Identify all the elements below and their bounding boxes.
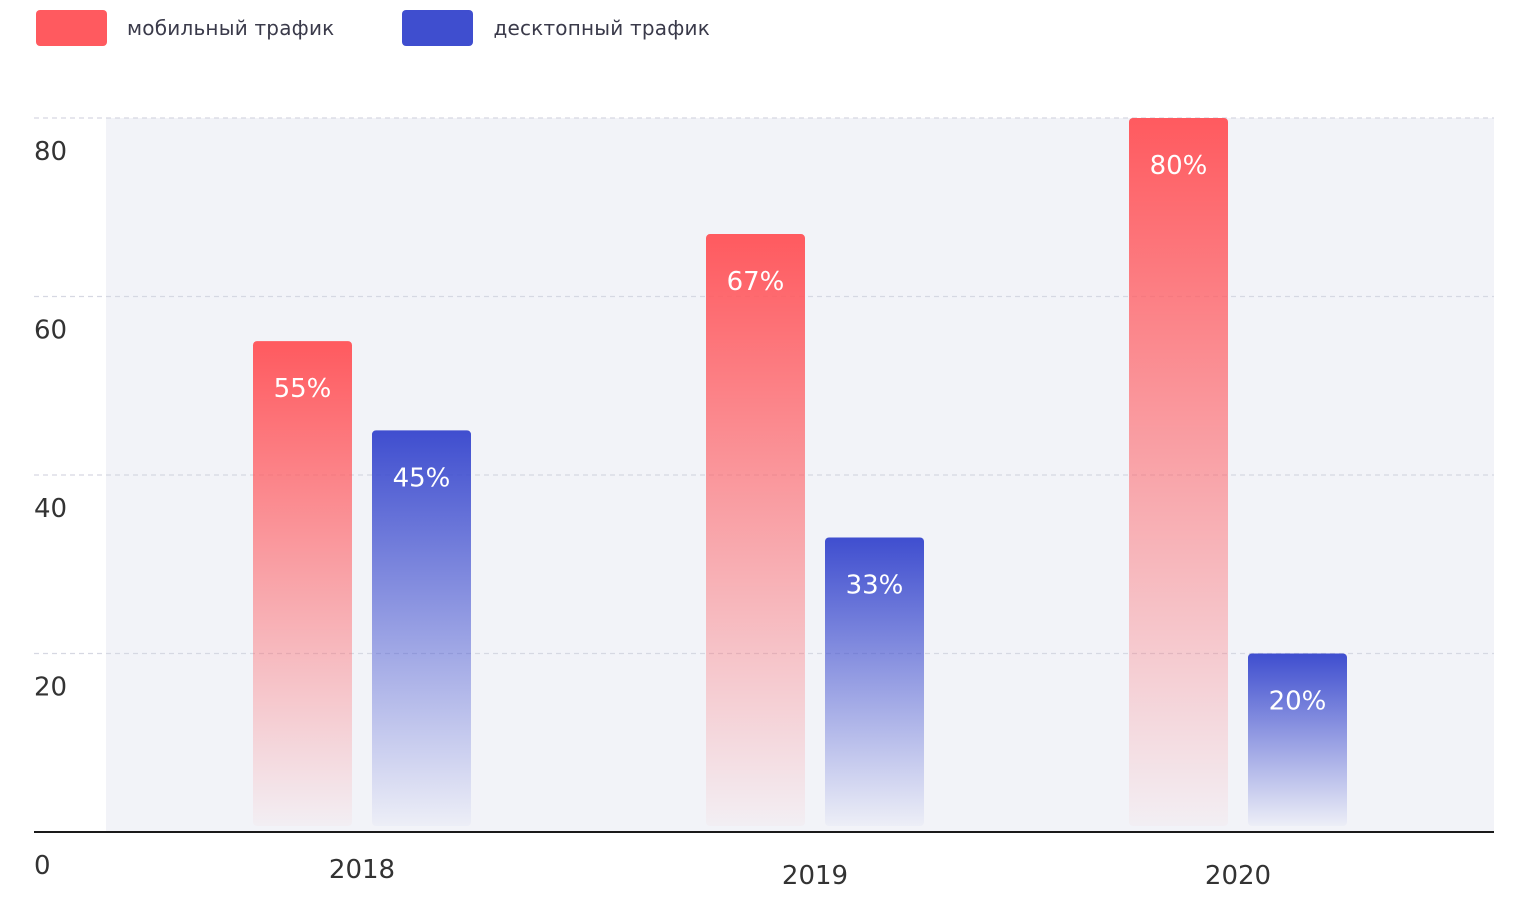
x-axis-ticks: 2018 2019 2020 xyxy=(329,855,1271,891)
bar-mobile-2020 xyxy=(1129,118,1228,826)
bars: 55% 45% 67% 33% 80% 20% xyxy=(253,118,1347,826)
bar-value-label: 80% xyxy=(1150,151,1208,181)
x-tick-label: 2020 xyxy=(1205,861,1271,891)
legend-item-desktop: десктопный трафик xyxy=(402,10,710,46)
bar-desktop-2020 xyxy=(1248,653,1347,826)
bar-value-label: 20% xyxy=(1269,687,1327,717)
y-tick-label: 20 xyxy=(34,673,67,703)
legend-swatch-desktop xyxy=(402,10,474,46)
bar-value-label: 33% xyxy=(846,570,904,600)
y-tick-label: 80 xyxy=(34,137,67,167)
legend-item-mobile: мобильный трафик xyxy=(36,10,334,46)
legend-swatch-mobile xyxy=(36,10,107,46)
bar-value-label: 67% xyxy=(727,267,785,297)
bar-mobile-2019 xyxy=(706,234,805,826)
legend-label-desktop: десктопный трафик xyxy=(493,16,711,40)
bar-value-label: 45% xyxy=(393,463,451,493)
bar-desktop-2018 xyxy=(372,430,471,826)
y-tick-label: 60 xyxy=(34,316,67,346)
legend-label-mobile: мобильный трафик xyxy=(127,16,335,40)
y-tick-label: 0 xyxy=(34,851,51,881)
chart-legend: мобильный трафик десктопный трафик xyxy=(36,10,778,46)
bar-value-label: 55% xyxy=(274,374,332,404)
y-axis-ticks: 0 20 40 60 80 xyxy=(34,137,67,881)
x-tick-label: 2019 xyxy=(782,861,848,891)
bar-mobile-2018 xyxy=(253,341,352,826)
bar-desktop-2019 xyxy=(825,537,924,826)
x-tick-label: 2018 xyxy=(329,855,395,885)
y-tick-label: 40 xyxy=(34,494,67,524)
